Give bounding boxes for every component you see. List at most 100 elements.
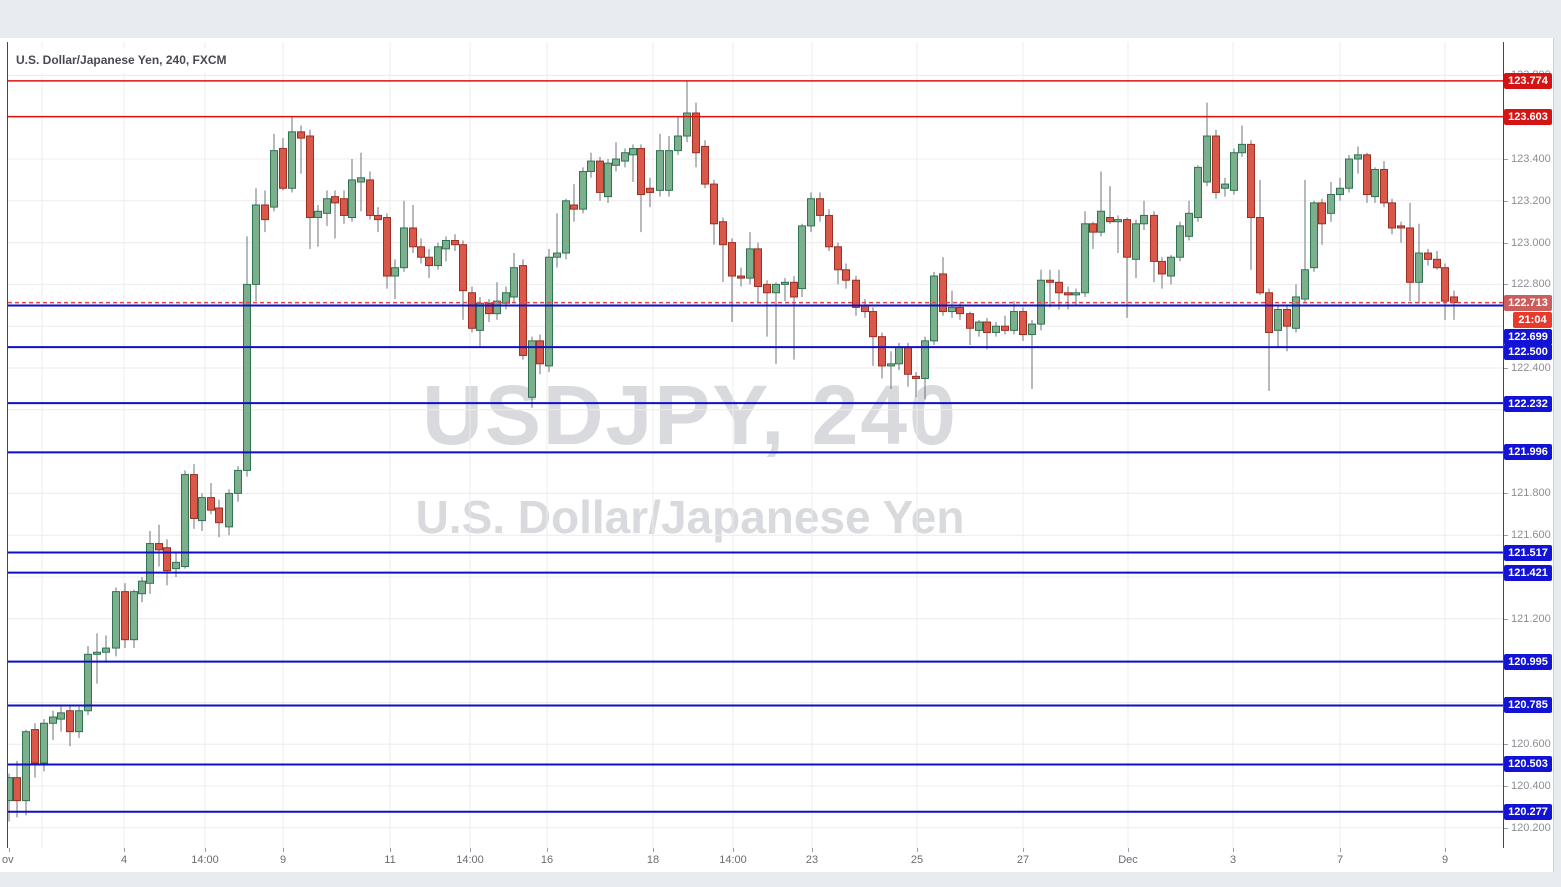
support-level-label: 121.996 [1504,444,1552,460]
candle-up [138,580,146,595]
candle-down [1265,292,1273,333]
time-tick-label: 14:00 [456,854,484,866]
time-tick [205,848,206,852]
candle-down [869,311,877,338]
chart-legend[interactable]: U.S. Dollar/Japanese Yen, 240, FXCM [10,48,237,73]
candle-up [587,160,595,173]
price-tick-label: 122.800 [1511,278,1551,291]
last-price-label: 122.713 [1504,295,1552,311]
candle-down [31,729,39,764]
candle-down [163,547,171,572]
candle-down [1247,143,1255,219]
candle-up [476,302,484,331]
candle-down [1212,135,1220,193]
candle-up [887,363,895,367]
candle-up [1310,202,1318,269]
candle-up [357,177,365,183]
candle-down [425,256,433,267]
candle-down [366,179,374,216]
candle-up [1132,223,1140,260]
candle-down [1283,308,1291,327]
candle-down [451,240,459,246]
candle-down [519,265,527,356]
candle-up [146,543,154,584]
candle-up [510,267,518,298]
plot-left-border [7,42,8,848]
time-tick [390,848,391,852]
candle-up [1221,183,1229,189]
candle-up [198,497,206,522]
candle-down [468,292,476,329]
candle-down [834,246,842,271]
candle-up [1081,223,1089,294]
candle-up [930,275,938,342]
candle-up [683,112,691,137]
candle-down [1064,292,1072,296]
candle-down [1388,202,1396,229]
candle-down [536,340,544,365]
price-tick [1504,744,1508,746]
support-level-label: 120.785 [1504,697,1552,713]
candle-down [1019,311,1027,336]
candle-up [1230,152,1238,191]
candle-up [621,152,629,162]
candle-up [921,340,929,379]
candle-down [790,281,798,298]
candle-up [1292,296,1300,329]
price-axis[interactable]: 123.800123.400123.200123.000122.800122.4… [1504,38,1553,858]
price-tick [1504,493,1508,495]
time-tick-label: Dec [1118,854,1138,866]
price-tick [1504,786,1508,787]
candle-up [665,150,673,191]
candle-up [948,306,956,313]
candle-up [40,722,48,764]
candle-up [772,283,780,294]
candle-down [1089,223,1097,233]
time-tick [547,848,548,852]
candle-up [1415,252,1423,283]
candle-down [728,242,736,277]
price-tick-label: 123.400 [1511,153,1551,165]
candle-down [340,198,348,216]
bar-countdown-label: 21:04 [1513,312,1552,328]
time-axis[interactable]: ov 4 14:00 9 11 14:00 16 18 14:00 23 25 27 Dec 3 7 9 [0,848,1553,872]
candle-down [1380,168,1388,204]
candle-down [878,336,886,367]
candle-down [279,148,287,189]
time-tick [1445,848,1446,852]
candle-up [102,647,110,653]
candle-up [252,204,260,285]
candle-up [674,135,682,152]
time-tick-label: 25 [910,854,924,866]
candle-up [1176,225,1184,258]
time-tick-label: 4 [120,854,128,866]
time-tick-label: 9 [279,854,287,866]
price-tick [1504,242,1508,244]
candle-up [992,325,1000,333]
candle-down [646,187,654,193]
candle-down [155,543,163,551]
candle-down [207,497,215,511]
candle-up [895,346,903,365]
price-tick [1504,159,1508,160]
candle-up [1336,187,1344,196]
time-tick-label: 16 [540,854,554,866]
price-tick-label: 121.800 [1511,487,1551,500]
candle-up [1140,214,1148,225]
time-tick [1023,848,1024,852]
candle-up [84,653,92,712]
time-tick-label: 14:00 [191,854,219,866]
candle-down [956,306,964,315]
price-tick-label: 120.400 [1511,780,1551,792]
alert-level-label: 123.603 [1504,109,1552,125]
candle-down [570,204,578,210]
price-chart-canvas[interactable] [8,42,1503,848]
time-tick-label: 14:00 [719,854,747,866]
candle-up [1274,308,1282,331]
candle-down [852,279,860,308]
candle-down [331,196,339,204]
candle-up [1238,143,1246,154]
candle-up [434,246,442,267]
candle-down [983,321,991,333]
